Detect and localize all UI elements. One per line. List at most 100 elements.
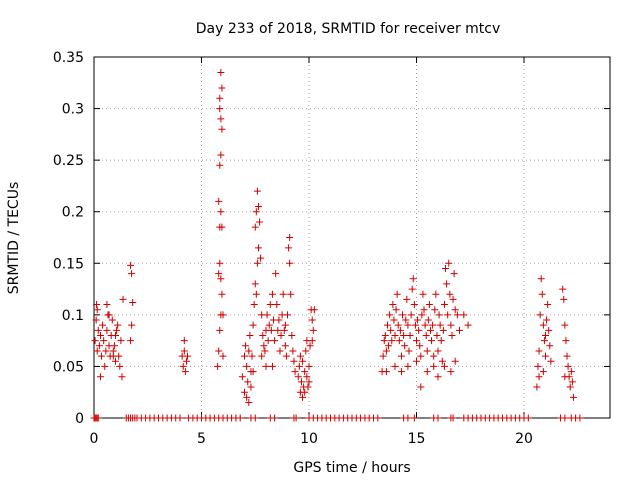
data-point — [289, 347, 297, 355]
data-point — [216, 94, 224, 102]
data-point — [285, 244, 293, 252]
data-point — [403, 295, 411, 303]
data-point — [460, 311, 468, 319]
data-point — [114, 321, 122, 329]
data-point — [250, 301, 258, 309]
data-point — [176, 414, 184, 422]
data-point — [418, 311, 426, 319]
data-point — [381, 331, 389, 339]
data-point — [254, 244, 262, 252]
data-point — [127, 261, 135, 269]
data-point — [380, 337, 388, 345]
data-point — [413, 337, 420, 345]
chart-title: Day 233 of 2018, SRMTID for receiver mtc… — [196, 21, 501, 37]
data-point — [215, 270, 223, 278]
data-point — [288, 331, 296, 339]
data-point — [180, 337, 188, 345]
data-point — [416, 342, 424, 350]
y-tick-label: 0.25 — [53, 153, 84, 169]
data-point — [251, 223, 259, 231]
data-point — [287, 290, 295, 298]
data-points — [90, 68, 584, 422]
data-point — [217, 68, 225, 76]
data-point — [562, 337, 570, 345]
data-point — [310, 306, 318, 314]
data-point — [96, 373, 104, 381]
data-point — [544, 301, 552, 309]
data-point — [451, 306, 459, 314]
data-point — [561, 373, 569, 381]
data-point — [216, 259, 224, 267]
data-point — [242, 342, 250, 350]
data-point — [566, 383, 574, 391]
data-point — [392, 306, 400, 314]
data-point — [92, 316, 100, 324]
data-point — [117, 337, 125, 345]
data-point — [305, 378, 313, 386]
data-point — [453, 311, 461, 319]
data-point — [426, 326, 434, 334]
grid — [94, 57, 610, 418]
data-point — [434, 347, 442, 355]
data-point — [101, 362, 109, 370]
data-point — [284, 311, 291, 319]
data-point — [180, 347, 188, 355]
data-point — [429, 321, 437, 329]
data-point — [447, 321, 455, 329]
data-point — [401, 342, 409, 350]
data-point — [382, 347, 390, 355]
data-point — [271, 414, 279, 422]
data-point — [273, 301, 281, 309]
data-point — [385, 342, 393, 350]
data-point — [182, 357, 190, 365]
data-point — [215, 197, 223, 205]
data-point — [256, 218, 264, 226]
data-point — [253, 187, 261, 195]
data-point — [244, 378, 252, 386]
data-point — [302, 347, 310, 355]
data-point — [410, 301, 418, 309]
x-axis-label: GPS time / hours — [293, 460, 410, 476]
data-point — [291, 368, 299, 376]
data-point — [390, 316, 398, 324]
data-point — [539, 368, 547, 376]
data-point — [456, 326, 463, 334]
data-point — [249, 321, 257, 329]
data-point — [301, 388, 309, 396]
data-point — [438, 357, 446, 365]
data-point — [217, 208, 225, 216]
data-point — [109, 352, 117, 360]
data-point — [252, 208, 260, 216]
data-point — [253, 259, 261, 267]
data-point — [399, 311, 407, 319]
data-point — [271, 337, 279, 345]
data-point — [100, 337, 108, 345]
data-point — [567, 368, 575, 376]
data-point — [254, 203, 262, 211]
data-point — [547, 357, 555, 365]
data-point — [409, 275, 417, 283]
data-point — [246, 331, 254, 339]
data-point — [292, 414, 300, 422]
data-point — [128, 321, 136, 329]
data-point — [451, 357, 459, 365]
data-point — [543, 316, 551, 324]
y-axis-label: SRMTID / TECUs — [6, 182, 22, 295]
data-point — [251, 414, 259, 422]
data-point — [238, 373, 246, 381]
y-tick-label: 0.35 — [53, 50, 84, 66]
data-point — [535, 373, 543, 381]
data-point — [448, 331, 456, 339]
data-point — [431, 306, 439, 314]
data-point — [435, 311, 443, 319]
data-point — [440, 301, 448, 309]
data-point — [424, 316, 432, 324]
data-point — [129, 298, 137, 306]
data-point — [536, 311, 544, 319]
data-point — [241, 352, 248, 360]
data-point — [437, 337, 445, 345]
data-point — [569, 393, 577, 401]
data-point — [215, 347, 223, 355]
data-point — [217, 115, 225, 123]
data-point — [406, 331, 414, 339]
